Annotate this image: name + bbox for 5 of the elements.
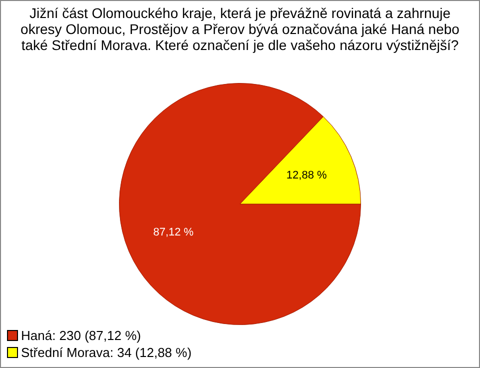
chart-title: Jižní část Olomouckého kraje, která je převážně rovinatá a zahrnuje okresy Olomouc, Prostějov a Přerov bývá označována jaké Haná nebo také Střední Morava. Které označení je dle vašeho názoru výstižnější? — [20, 5, 460, 53]
legend-label: Haná: 230 (87,12 %) — [21, 327, 141, 344]
data-label: 12,88 % — [286, 170, 327, 182]
legend-label: Střední Morava: 34 (12,88 %) — [21, 344, 192, 361]
data-label: 87,12 % — [153, 226, 194, 239]
